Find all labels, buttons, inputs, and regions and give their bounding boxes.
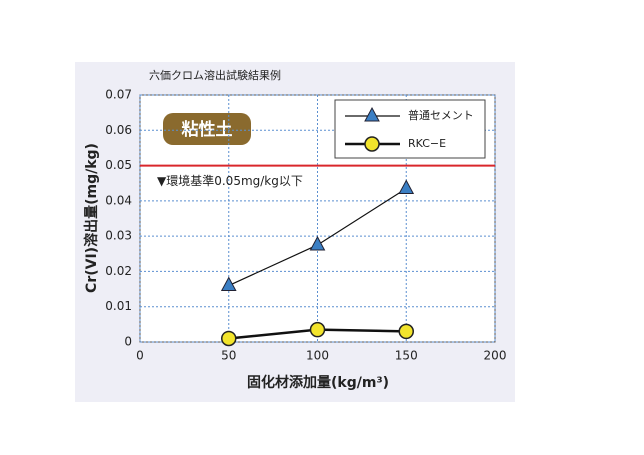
reference-label: ▼環境基準0.05mg/kg以下 <box>157 173 303 188</box>
x-tick-label: 50 <box>221 349 236 363</box>
marker <box>398 323 414 340</box>
x-tick-label: 0 <box>136 349 144 363</box>
marker <box>309 235 326 251</box>
x-axis-label: 固化材添加量(kg/m³) <box>247 374 389 391</box>
legend-marker <box>364 106 380 122</box>
marker <box>309 321 326 338</box>
y-tick-label: 0.02 <box>105 264 132 278</box>
y-tick-label: 0.05 <box>105 158 132 172</box>
y-tick-label: 0 <box>124 335 132 349</box>
y-tick-label: 0.03 <box>105 229 132 243</box>
marker <box>398 179 415 195</box>
legend-marker <box>364 136 380 152</box>
y-tick-label: 0.01 <box>105 299 132 313</box>
y-tick-label: 0.04 <box>105 193 132 207</box>
x-tick-label: 100 <box>306 349 329 363</box>
x-tick-label: 200 <box>484 349 507 363</box>
marker <box>221 330 237 347</box>
annotation: 粘性土 <box>182 119 233 140</box>
chart-title: 六価クロム溶出試験結果例 <box>149 68 281 82</box>
legend-box <box>334 99 486 159</box>
x-tick-label: 150 <box>395 349 418 363</box>
y-tick-label: 0.06 <box>105 123 132 137</box>
marker <box>220 276 237 292</box>
y-axis-label: Cr(VI)溶出量(mg/kg) <box>83 143 100 293</box>
y-tick-label: 0.07 <box>105 88 132 102</box>
legend-label: RKC−E <box>408 137 446 150</box>
legend-label: 普通セメント <box>408 108 474 122</box>
